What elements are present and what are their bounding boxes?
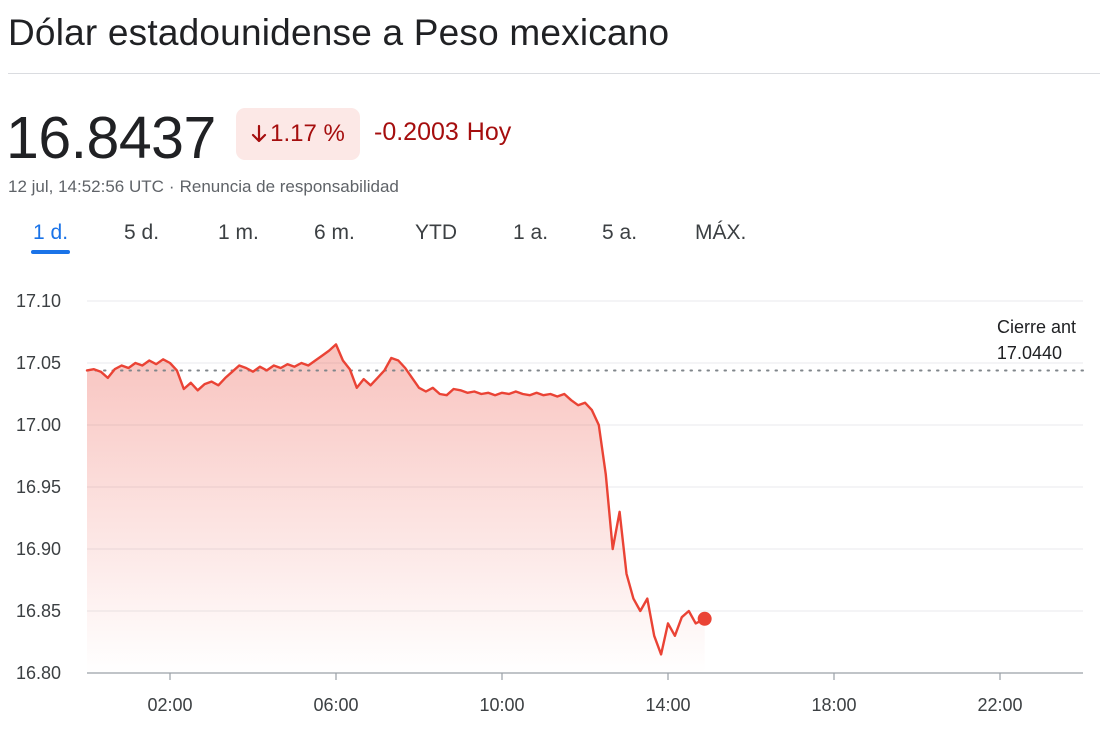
page-title: Dólar estadounidense a Peso mexicano [8,12,670,53]
tab-1-year[interactable]: 1 a. [513,221,549,244]
x-tick-label: 14:00 [645,695,690,715]
y-tick-label: 17.00 [16,415,61,435]
y-tick-label: 16.95 [16,477,61,497]
y-tick-label: 16.90 [16,539,61,559]
absolute-change-value: -0.2003 [374,118,459,146]
previous-close-label: Cierre ant [997,317,1076,337]
last-price-marker [697,611,712,626]
y-tick-label: 17.10 [16,291,61,311]
tab-ytd[interactable]: YTD [415,221,457,244]
quote-meta: 12 jul, 14:52:56 UTC · Renuncia de respons… [8,177,399,197]
y-tick-label: 16.85 [16,601,61,621]
tab-1-month[interactable]: 1 m. [218,221,259,244]
x-tick-label: 18:00 [811,695,856,715]
previous-close-value: 17.0440 [997,343,1062,363]
x-tick-label: 06:00 [313,695,358,715]
x-tick-label: 22:00 [977,695,1022,715]
disclaimer-link[interactable]: Renuncia de responsabilidad [179,177,399,196]
absolute-change: -0.2003 Hoy [374,118,511,147]
price-series-line [85,343,706,656]
range-tabs: 1 d. 5 d. 1 m. 6 m. YTD 1 a. 5 a. MÁX. [0,218,800,258]
x-tick-label: 02:00 [147,695,192,715]
meta-separator: · [168,177,175,196]
tab-max[interactable]: MÁX. [695,221,747,244]
change-period-label: Hoy [466,118,512,146]
header-divider [8,73,1100,74]
current-price: 16.8437 [6,105,216,171]
quote-timestamp: 12 jul, 14:52:56 UTC [8,177,164,196]
tab-5-years[interactable]: 5 a. [602,221,638,244]
y-tick-label: 17.05 [16,353,61,373]
percent-change-badge: 1.17 % [236,108,360,160]
percent-change-value: 1.17 % [270,120,345,147]
price-area-fill [87,344,705,673]
down-arrow-icon [251,124,267,144]
x-tick-label: 10:00 [479,695,524,715]
tab-1-day[interactable]: 1 d. [30,218,71,254]
tab-6-months[interactable]: 6 m. [314,221,355,244]
y-tick-label: 16.80 [16,663,61,683]
tab-5-days[interactable]: 5 d. [124,221,160,244]
